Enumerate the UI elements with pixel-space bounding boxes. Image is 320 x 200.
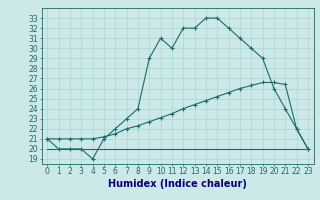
X-axis label: Humidex (Indice chaleur): Humidex (Indice chaleur) <box>108 179 247 189</box>
